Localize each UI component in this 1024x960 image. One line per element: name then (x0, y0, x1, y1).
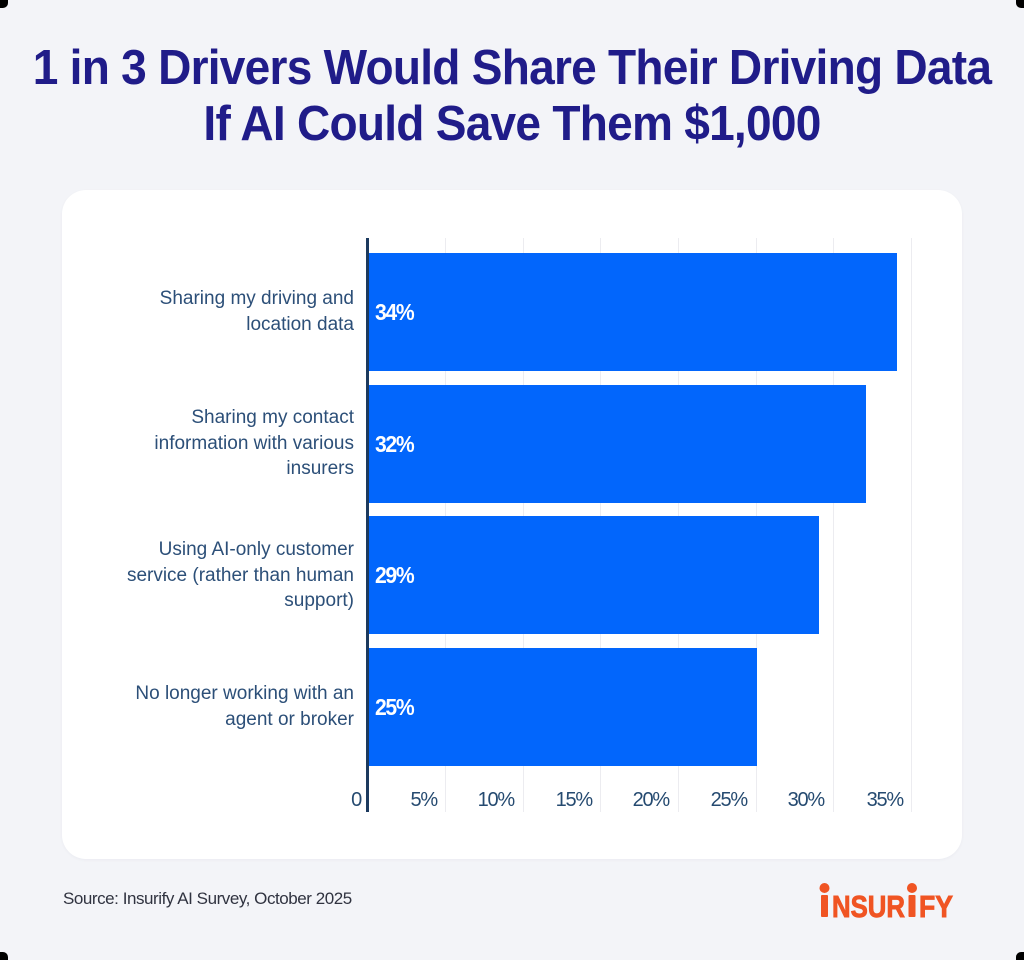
svg-text:FY: FY (919, 889, 953, 920)
svg-text:NSUR: NSUR (832, 889, 905, 920)
